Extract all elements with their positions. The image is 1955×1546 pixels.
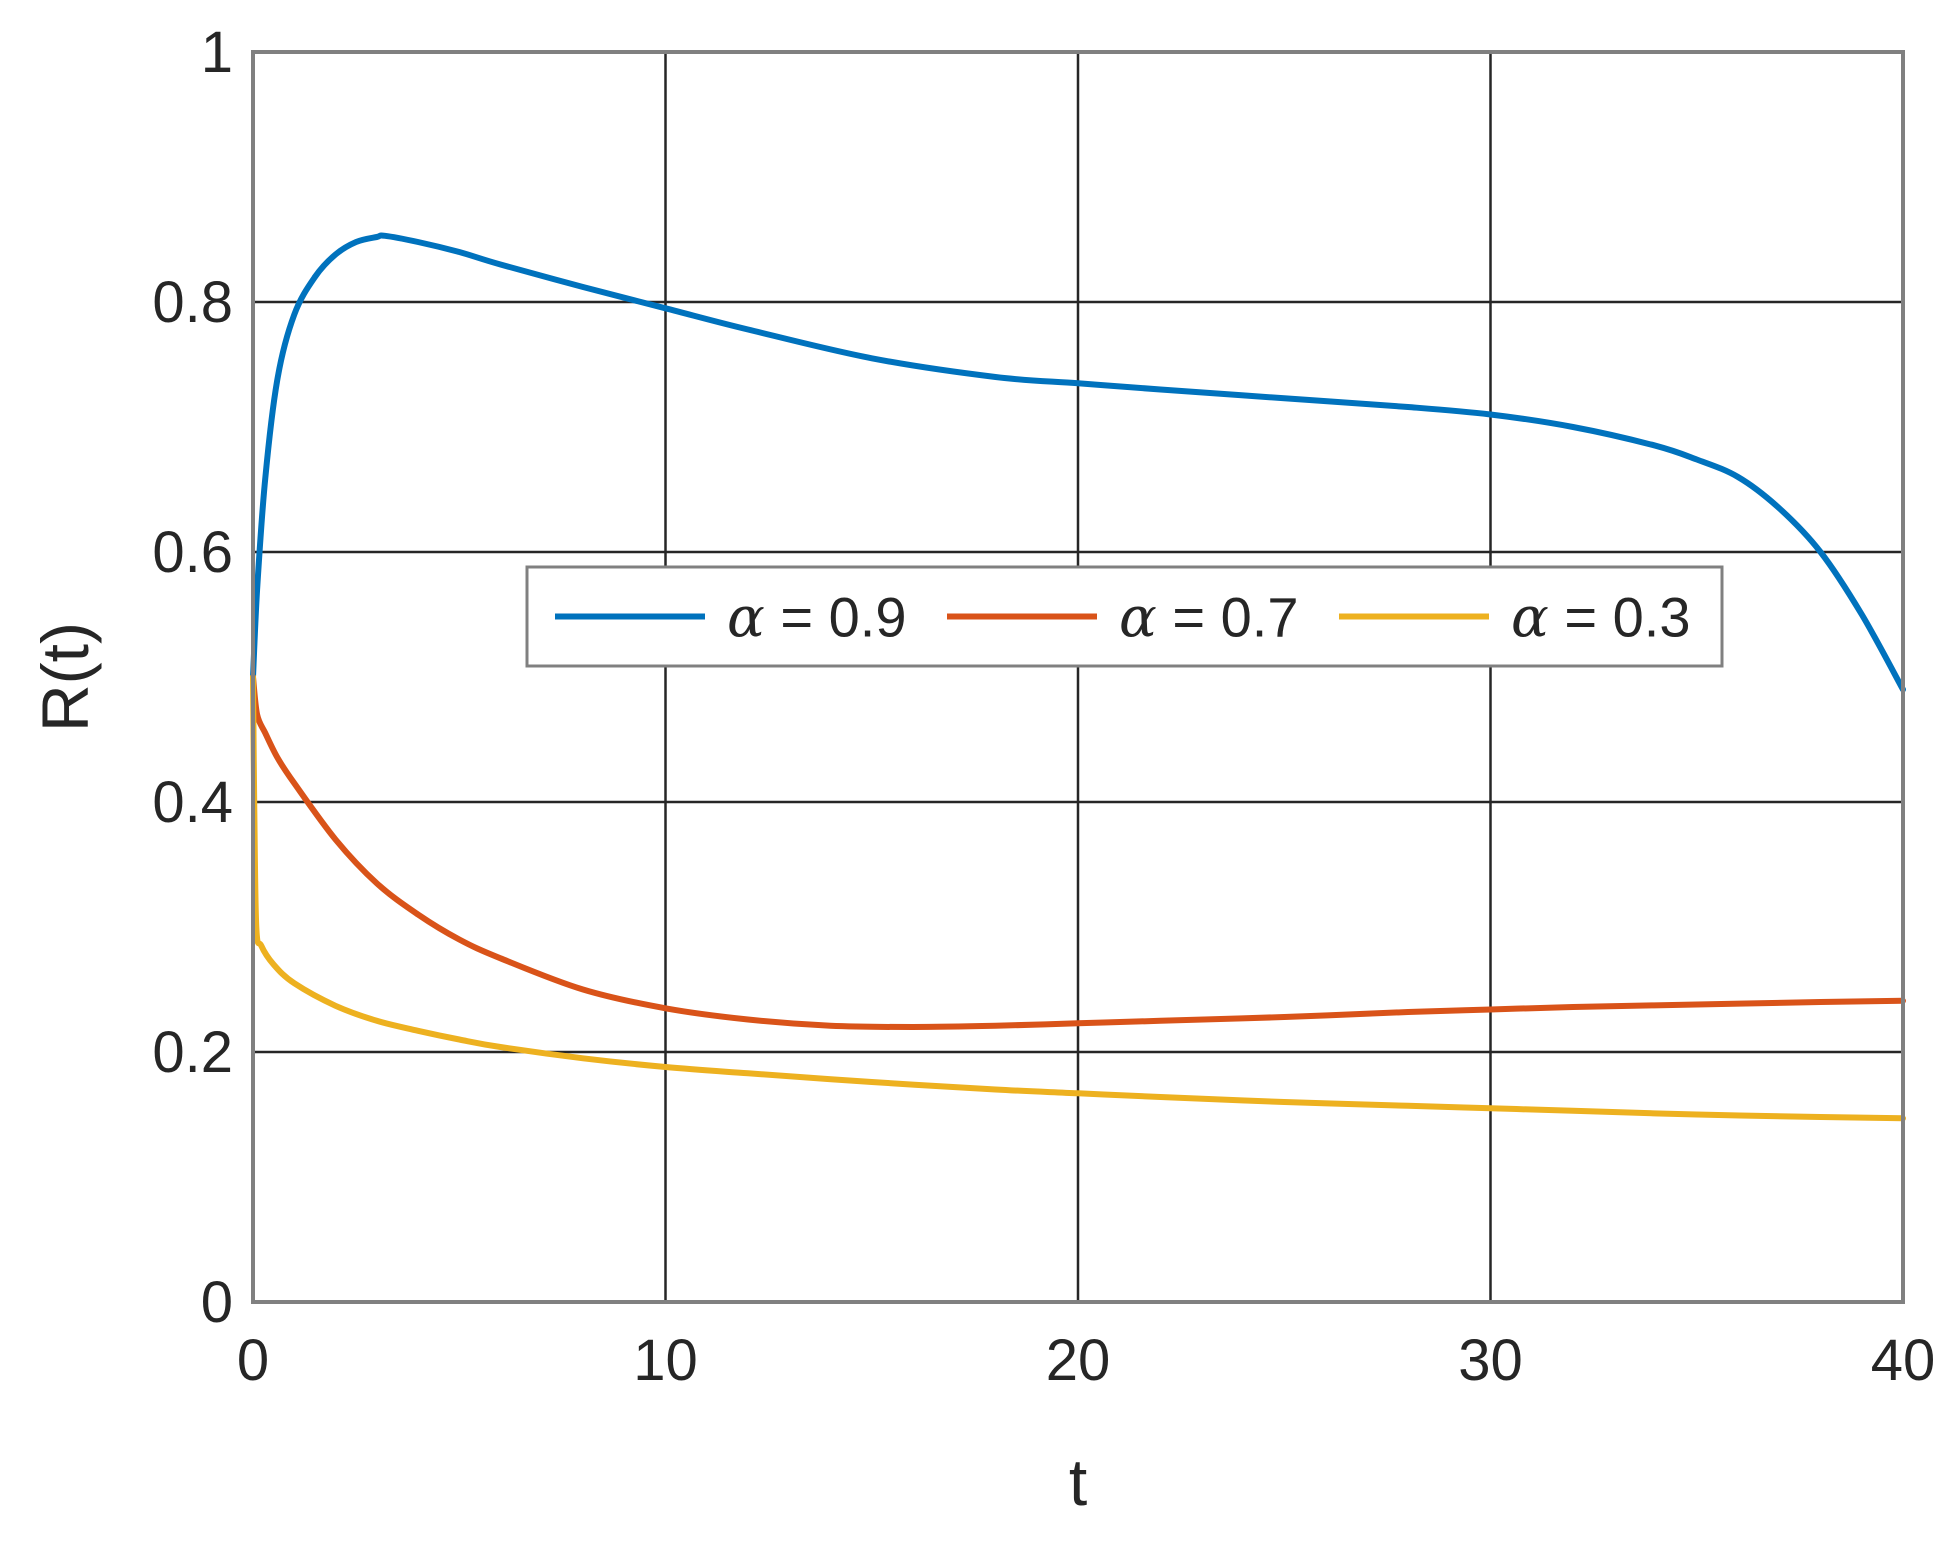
legend-box xyxy=(525,565,1724,668)
x-axis-label: t xyxy=(1069,1445,1087,1519)
x-tick-label: 30 xyxy=(1458,1328,1523,1393)
legend-label-1: α = 0.9 xyxy=(727,586,907,651)
x-tick-label: 40 xyxy=(1871,1328,1936,1393)
y-tick-label: 0.6 xyxy=(152,520,233,585)
y-axis-label: R(t) xyxy=(28,622,102,732)
x-tick-label: 20 xyxy=(1046,1328,1111,1393)
legend-label-3: α = 0.3 xyxy=(1511,586,1691,651)
y-tick-label: 0.2 xyxy=(152,1020,233,1085)
series-lines xyxy=(250,232,1906,1122)
x-tick-label: 0 xyxy=(237,1328,269,1393)
plot-frame xyxy=(251,50,1905,1304)
y-tick-label: 0.8 xyxy=(152,270,233,335)
y-tick-label: 1 xyxy=(201,20,233,85)
legend: α = 0.9 α = 0.7 α = 0.3 xyxy=(525,565,1724,668)
legend-label-2: α = 0.7 xyxy=(1119,586,1299,651)
tick-labels: 0 10 20 30 40 0 0.2 0.4 0.6 0.8 1 xyxy=(152,20,1935,1393)
y-tick-label: 0.4 xyxy=(152,770,233,835)
series-line-3 xyxy=(250,674,1906,1122)
x-tick-label: 10 xyxy=(633,1328,698,1393)
series-line-1 xyxy=(250,232,1906,693)
y-tick-label: 0 xyxy=(201,1270,233,1335)
series-line-2 xyxy=(250,674,1906,1030)
